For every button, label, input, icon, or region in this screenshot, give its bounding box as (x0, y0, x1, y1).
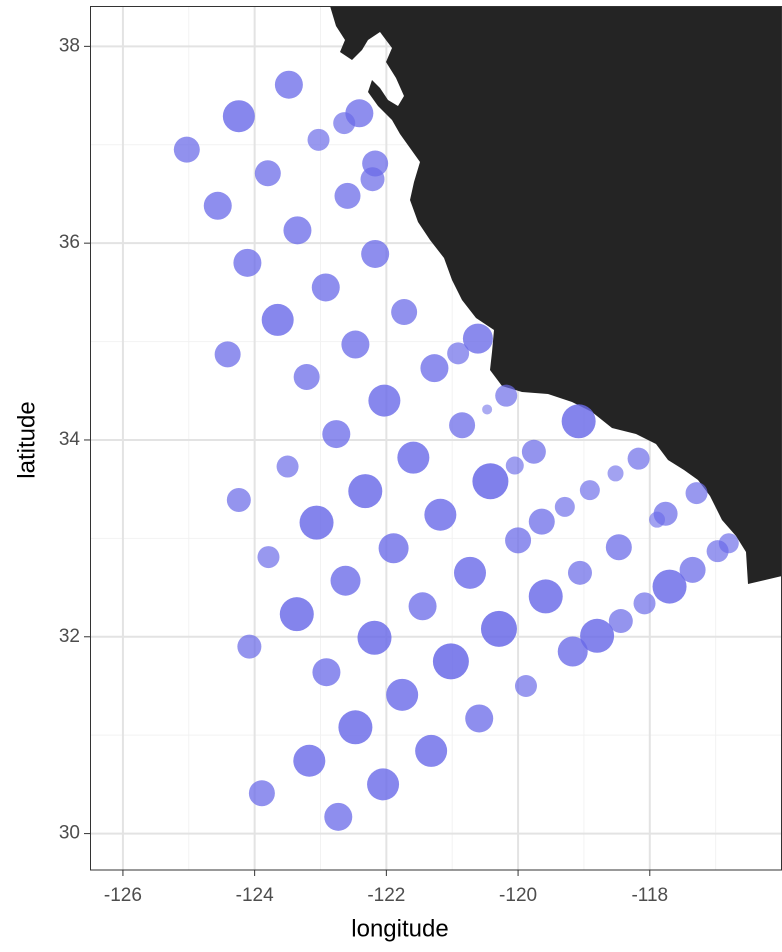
point (226, 487, 251, 512)
point (293, 744, 326, 777)
point (718, 533, 739, 554)
y-tick-label: 30 (59, 823, 80, 844)
point (312, 658, 341, 687)
point (607, 465, 624, 482)
point (330, 565, 361, 596)
point (299, 505, 334, 540)
point (453, 556, 486, 589)
point (408, 592, 437, 621)
point (293, 363, 320, 390)
point (360, 167, 385, 192)
point (248, 780, 275, 807)
point (528, 508, 555, 535)
point (514, 674, 537, 697)
point (528, 579, 563, 614)
point (627, 447, 650, 470)
point (633, 592, 656, 615)
point (649, 511, 666, 528)
point (311, 273, 340, 302)
point (348, 474, 383, 509)
y-tick-label: 32 (59, 626, 80, 647)
point (361, 239, 390, 268)
point (233, 248, 262, 277)
point (447, 342, 470, 365)
point (482, 404, 493, 415)
point (261, 303, 294, 336)
point (561, 404, 596, 439)
point (652, 569, 687, 604)
point (324, 802, 353, 831)
point (254, 160, 281, 187)
point (237, 634, 262, 659)
point (378, 533, 409, 564)
x-tick-label: -126 (104, 885, 142, 906)
y-tick-label: 38 (59, 35, 80, 56)
x-tick-label: -120 (499, 885, 537, 906)
point (357, 620, 392, 655)
point (307, 128, 330, 151)
point (322, 420, 351, 449)
point (214, 341, 241, 368)
point (424, 498, 457, 531)
point (341, 330, 370, 359)
point (415, 734, 448, 767)
x-axis-title: longitude (351, 915, 448, 942)
point (685, 482, 708, 505)
point (276, 455, 299, 478)
point (679, 556, 706, 583)
point (580, 618, 615, 653)
point (554, 496, 575, 517)
point (449, 412, 476, 439)
point (367, 768, 400, 801)
y-tick-label: 34 (59, 429, 81, 450)
point (557, 636, 588, 667)
point (495, 384, 518, 407)
point (203, 191, 232, 220)
point (472, 463, 509, 500)
land (330, 6, 782, 584)
point (521, 439, 546, 464)
point (608, 609, 633, 634)
point (386, 678, 419, 711)
points (173, 70, 739, 831)
point (605, 534, 632, 561)
point (274, 70, 303, 99)
point (579, 480, 600, 501)
point (338, 710, 373, 745)
point (222, 100, 255, 133)
x-tick-label: -118 (631, 885, 668, 906)
point (391, 299, 418, 326)
point (567, 560, 592, 585)
y-tick-label: 36 (59, 232, 80, 253)
point (505, 456, 524, 475)
point (480, 610, 517, 647)
point (462, 323, 493, 354)
point (432, 643, 469, 680)
point (279, 597, 314, 632)
point (420, 354, 449, 383)
point (283, 216, 312, 245)
point (334, 182, 361, 209)
point (465, 704, 494, 733)
point (173, 136, 200, 163)
x-tick-label: -124 (236, 885, 274, 906)
x-tick-label: -122 (367, 885, 405, 906)
y-axis-title: latitude (13, 401, 40, 478)
point (257, 546, 280, 569)
point (397, 441, 430, 474)
point (333, 112, 356, 135)
point (368, 384, 401, 417)
point (505, 527, 532, 554)
